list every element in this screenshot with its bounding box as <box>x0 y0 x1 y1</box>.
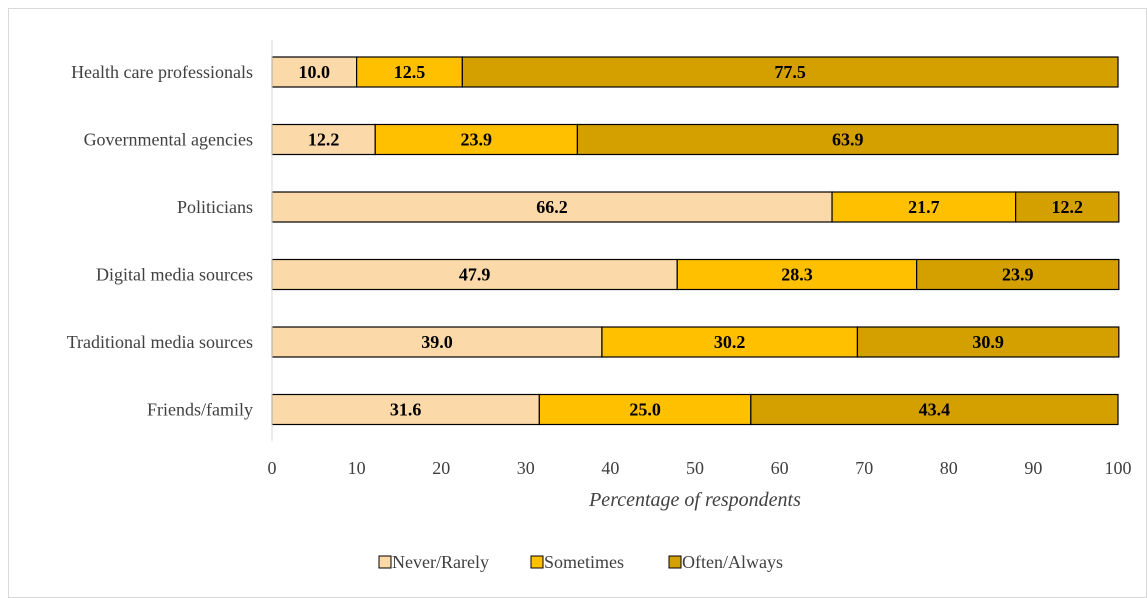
data-label: 30.2 <box>714 332 746 352</box>
legend-swatch <box>378 555 392 569</box>
data-label: 23.9 <box>461 130 493 150</box>
data-label: 43.4 <box>919 400 951 420</box>
legend-swatch <box>668 555 682 569</box>
bar-segment <box>856 326 1120 358</box>
category-label: Governmental agencies <box>84 130 253 150</box>
legend-label: Sometimes <box>544 552 624 572</box>
data-label: 28.3 <box>781 265 813 285</box>
bar-segment <box>461 56 1119 88</box>
data-label: 12.5 <box>394 62 426 82</box>
data-label: 10.0 <box>299 62 331 82</box>
x-tick-label: 50 <box>686 458 704 478</box>
data-labels: 10.0 12.5 77.5 12.2 23.9 63.9 66.2 21.7 12.2 47.9… <box>299 62 1083 420</box>
bar-segment <box>271 326 603 358</box>
x-tick-label: 0 <box>268 458 277 478</box>
bar-segment <box>356 56 463 88</box>
x-tick-label: 80 <box>940 458 958 478</box>
bar-segment <box>271 123 376 156</box>
bar-segment <box>1015 191 1120 223</box>
x-tick-label: 40 <box>601 458 619 478</box>
bar-segment <box>831 191 1017 223</box>
data-label: 23.9 <box>1002 265 1034 285</box>
chart-frame <box>8 8 1147 598</box>
bar-segment <box>576 123 1119 156</box>
data-label: 12.2 <box>1051 197 1083 217</box>
data-label: 66.2 <box>536 197 568 217</box>
data-label: 21.7 <box>908 197 940 217</box>
data-label: 47.9 <box>459 265 491 285</box>
category-label: Politicians <box>177 197 253 217</box>
bar-segment <box>271 56 358 88</box>
bar-segment <box>538 393 752 426</box>
legend-label: Never/Rarely <box>392 552 489 572</box>
legend-swatch <box>530 555 544 569</box>
legend: Never/Rarely Sometimes Often/Always <box>378 552 783 572</box>
bar-segment <box>916 258 1120 291</box>
x-axis-title: Percentage of respondents <box>588 489 801 511</box>
x-tick-label: 100 <box>1105 458 1132 478</box>
category-labels: Health care professionals Governmental ag… <box>67 62 253 420</box>
x-tick-label: 20 <box>432 458 450 478</box>
x-tick-labels: 0 10 20 30 40 50 60 70 80 90 100 <box>268 458 1132 478</box>
data-label: 25.0 <box>629 400 661 420</box>
legend-label: Often/Always <box>682 552 783 572</box>
x-tick-label: 10 <box>348 458 366 478</box>
bar-segment <box>750 393 1119 426</box>
category-label: Friends/family <box>147 400 253 420</box>
data-label: 63.9 <box>832 130 864 150</box>
bar-segment <box>676 258 918 291</box>
data-label: 31.6 <box>390 400 422 420</box>
data-label: 39.0 <box>421 332 453 352</box>
category-label: Traditional media sources <box>67 332 253 352</box>
category-label: Digital media sources <box>96 265 253 285</box>
x-tick-label: 60 <box>771 458 789 478</box>
data-label: 77.5 <box>774 62 806 82</box>
bars <box>271 56 1120 426</box>
data-label: 12.2 <box>308 130 340 150</box>
x-tick-label: 70 <box>855 458 873 478</box>
category-label: Health care professionals <box>71 62 253 82</box>
data-label: 30.9 <box>972 332 1004 352</box>
x-tick-label: 90 <box>1024 458 1042 478</box>
bar-segment <box>374 123 579 156</box>
x-tick-label: 30 <box>517 458 535 478</box>
